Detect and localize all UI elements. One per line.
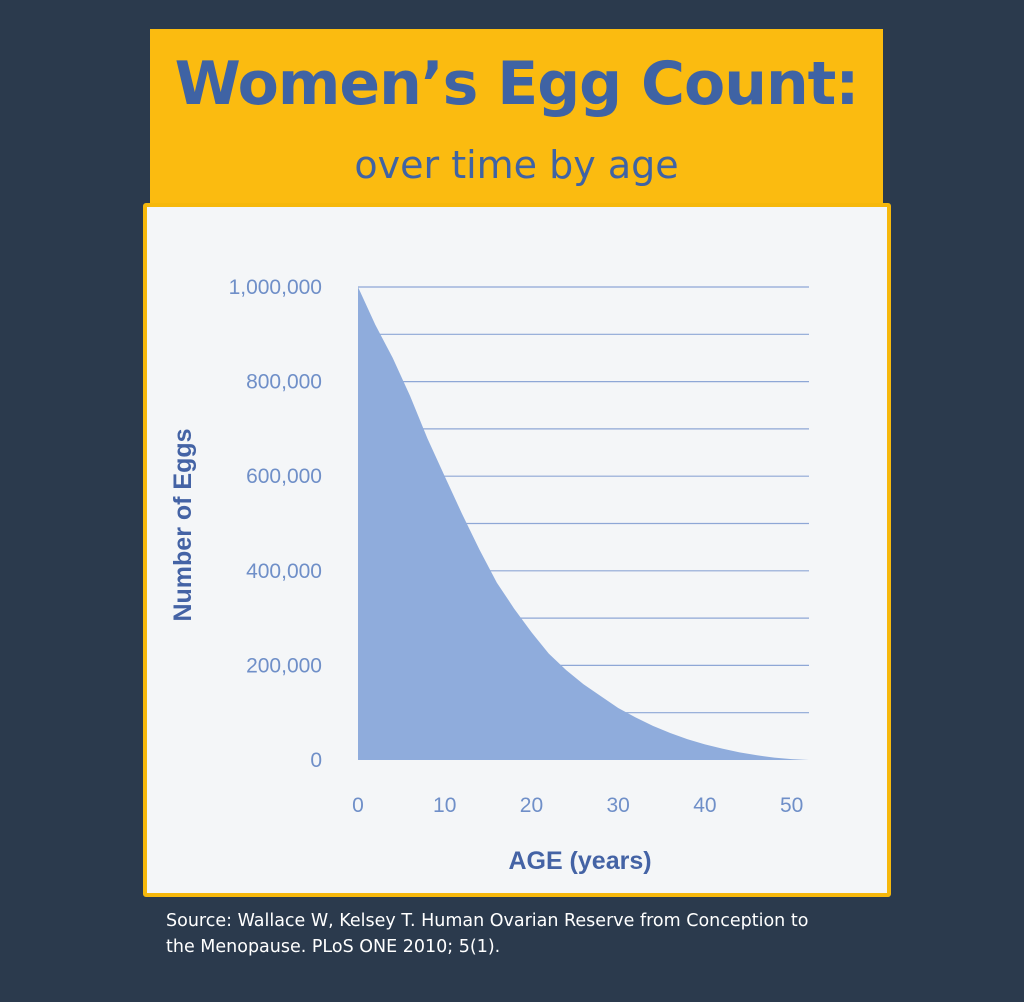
x-tick-label: 40 (693, 794, 716, 817)
y-axis-title: Number of Eggs (169, 428, 197, 621)
y-tick-label: 400,000 (246, 560, 322, 583)
y-tick-label: 1,000,000 (229, 276, 322, 299)
source-line-2: the Menopause. PLoS ONE 2010; 5(1). (166, 937, 501, 957)
x-tick-label: 30 (607, 794, 630, 817)
page-subtitle: over time by age (354, 143, 679, 187)
x-tick-label: 10 (433, 794, 456, 817)
chart-panel: 0 200,000 400,000 600,000 800,000 1,000,000 0… (143, 203, 891, 897)
x-axis-title: AGE (years) (508, 847, 651, 875)
egg-count-chart: 0 200,000 400,000 600,000 800,000 1,000,000 0… (169, 276, 809, 875)
x-tick-label: 0 (352, 794, 364, 817)
y-tick-label: 200,000 (246, 654, 322, 677)
y-tick-label: 800,000 (246, 371, 322, 394)
y-tick-label: 0 (310, 749, 322, 772)
x-tick-label: 20 (520, 794, 543, 817)
x-tick-label: 50 (780, 794, 803, 817)
title-banner: Women’s Egg Count: over time by age (150, 29, 883, 204)
y-tick-label: 600,000 (246, 465, 322, 488)
source-citation: Source: Wallace W, Kelsey T. Human Ovari… (166, 908, 866, 960)
egg-count-area (358, 287, 809, 760)
source-line-1: Source: Wallace W, Kelsey T. Human Ovari… (166, 911, 809, 931)
page-title: Women’s Egg Count: (174, 49, 860, 119)
